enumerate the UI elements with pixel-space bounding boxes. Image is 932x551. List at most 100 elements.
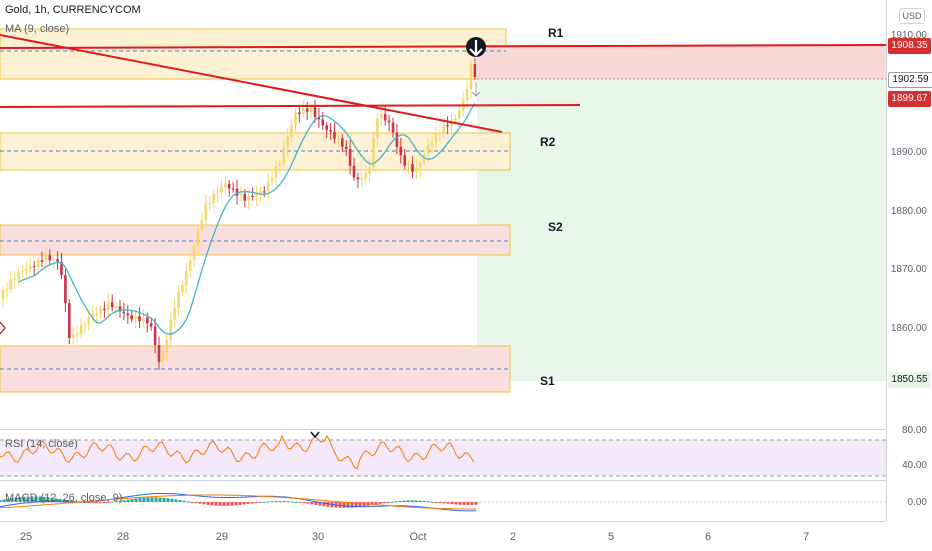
macd-legend[interactable]: MACD (12, 26, close, 9) (5, 492, 123, 504)
macd-bar (98, 502, 102, 503)
macd-bar (218, 502, 222, 506)
pane-separator[interactable] (0, 480, 932, 481)
candle-body (185, 270, 188, 285)
candle-body (56, 259, 59, 262)
macd-bar (222, 502, 226, 506)
time-axis[interactable]: 25 28 29 30 Oct 2 5 6 7 (0, 521, 886, 551)
descending-trendline[interactable] (0, 34, 503, 133)
candle-body (465, 88, 469, 101)
macd-bar (254, 502, 258, 503)
candle-body (177, 291, 180, 308)
macd-bar (22, 496, 26, 502)
candle-body (333, 131, 336, 139)
candle-body (313, 107, 317, 117)
candle-body (263, 191, 266, 193)
candle-body (473, 64, 477, 78)
zone-label-r1: R1 (548, 26, 564, 40)
time-tick: 25 (19, 531, 33, 543)
candle-body (204, 203, 208, 220)
macd-bar (34, 496, 38, 502)
candle-body (36, 260, 40, 268)
candle-body (403, 155, 406, 166)
candle-body (255, 194, 258, 198)
sell-zone-box (477, 45, 886, 79)
candle-body (317, 116, 321, 120)
macd-bar (374, 502, 378, 505)
macd-bar (418, 500, 422, 502)
macd-bar (18, 497, 22, 502)
macd-bar (350, 502, 354, 508)
macd-bar (238, 502, 242, 505)
macd-bar (86, 502, 90, 503)
macd-bar (210, 502, 214, 506)
candle-body (321, 119, 325, 126)
rsi-pane[interactable]: RSI (14, close) (0, 430, 886, 478)
price-tick: 1910.00 (890, 30, 927, 41)
candle-body (110, 302, 114, 308)
pane-separator[interactable] (0, 429, 932, 430)
candle-body (243, 193, 247, 201)
time-tick: 7 (802, 531, 810, 543)
candle-body (298, 112, 301, 115)
macd-bar (306, 502, 310, 504)
candle-body (40, 260, 44, 262)
candle-body (200, 219, 204, 231)
macd-bar (194, 502, 198, 504)
macd-bar (130, 499, 134, 502)
candle-body (157, 345, 161, 362)
macd-bar (146, 497, 150, 502)
price-chart-svg[interactable] (0, 0, 886, 428)
price-tick: 1870.00 (890, 264, 927, 275)
candle-body (450, 120, 453, 127)
macd-pane[interactable]: MACD (12, 26, close, 9) (0, 481, 886, 519)
candle-body (305, 108, 309, 112)
candle-body (173, 307, 176, 320)
macd-bar (450, 502, 454, 505)
macd-bar (186, 501, 190, 503)
candle-body (1, 289, 5, 300)
macd-bar (162, 497, 166, 502)
moving-average-line (18, 103, 476, 335)
candle-body (329, 130, 332, 132)
candle-body (29, 265, 32, 270)
currency-button[interactable]: USD (899, 8, 925, 24)
macd-bar (54, 498, 58, 502)
ma-legend[interactable]: MA (9, close) (5, 23, 70, 35)
candle-body (60, 261, 63, 276)
macd-bar (190, 502, 194, 503)
candle-body (169, 319, 172, 341)
price-scale[interactable]: USD 1910.00 1890.00 1880.00 1870.00 1860… (886, 0, 932, 521)
macd-bar (166, 498, 170, 502)
candle-body (32, 265, 36, 268)
candle-body (337, 138, 340, 140)
time-tick: 5 (607, 531, 615, 543)
candle-body (376, 118, 379, 139)
macd-bar (410, 500, 414, 502)
candle-body (99, 308, 102, 315)
candle-body (153, 326, 157, 346)
macd-bar (0, 500, 2, 502)
horizontal-line-lower[interactable] (0, 104, 581, 108)
macd-bar (202, 502, 206, 505)
candle-body (239, 193, 243, 196)
candle-body (446, 125, 449, 127)
macd-bar (438, 502, 442, 503)
main-chart-pane[interactable]: Gold, 1h, CURRENCYCOM MA (9, close) R1 R… (0, 0, 886, 428)
candle-body (235, 188, 239, 196)
candle-body (68, 303, 71, 338)
candle-body (380, 114, 383, 119)
cursor-mark-icon (0, 321, 6, 335)
horizontal-line-upper[interactable] (0, 44, 886, 49)
rsi-legend[interactable]: RSI (14, close) (5, 438, 78, 450)
macd-bar (294, 501, 298, 503)
macd-bar (442, 502, 446, 504)
macd-bar (314, 502, 318, 505)
symbol-legend: Gold, 1h, CURRENCYCOM (5, 4, 141, 16)
macd-bar (198, 502, 202, 504)
macd-bar (262, 501, 266, 503)
support-zone-s2 (0, 224, 511, 256)
candle-body (17, 271, 20, 280)
candle-body (364, 173, 367, 179)
macd-bar (50, 497, 54, 502)
candle-body (399, 146, 403, 156)
